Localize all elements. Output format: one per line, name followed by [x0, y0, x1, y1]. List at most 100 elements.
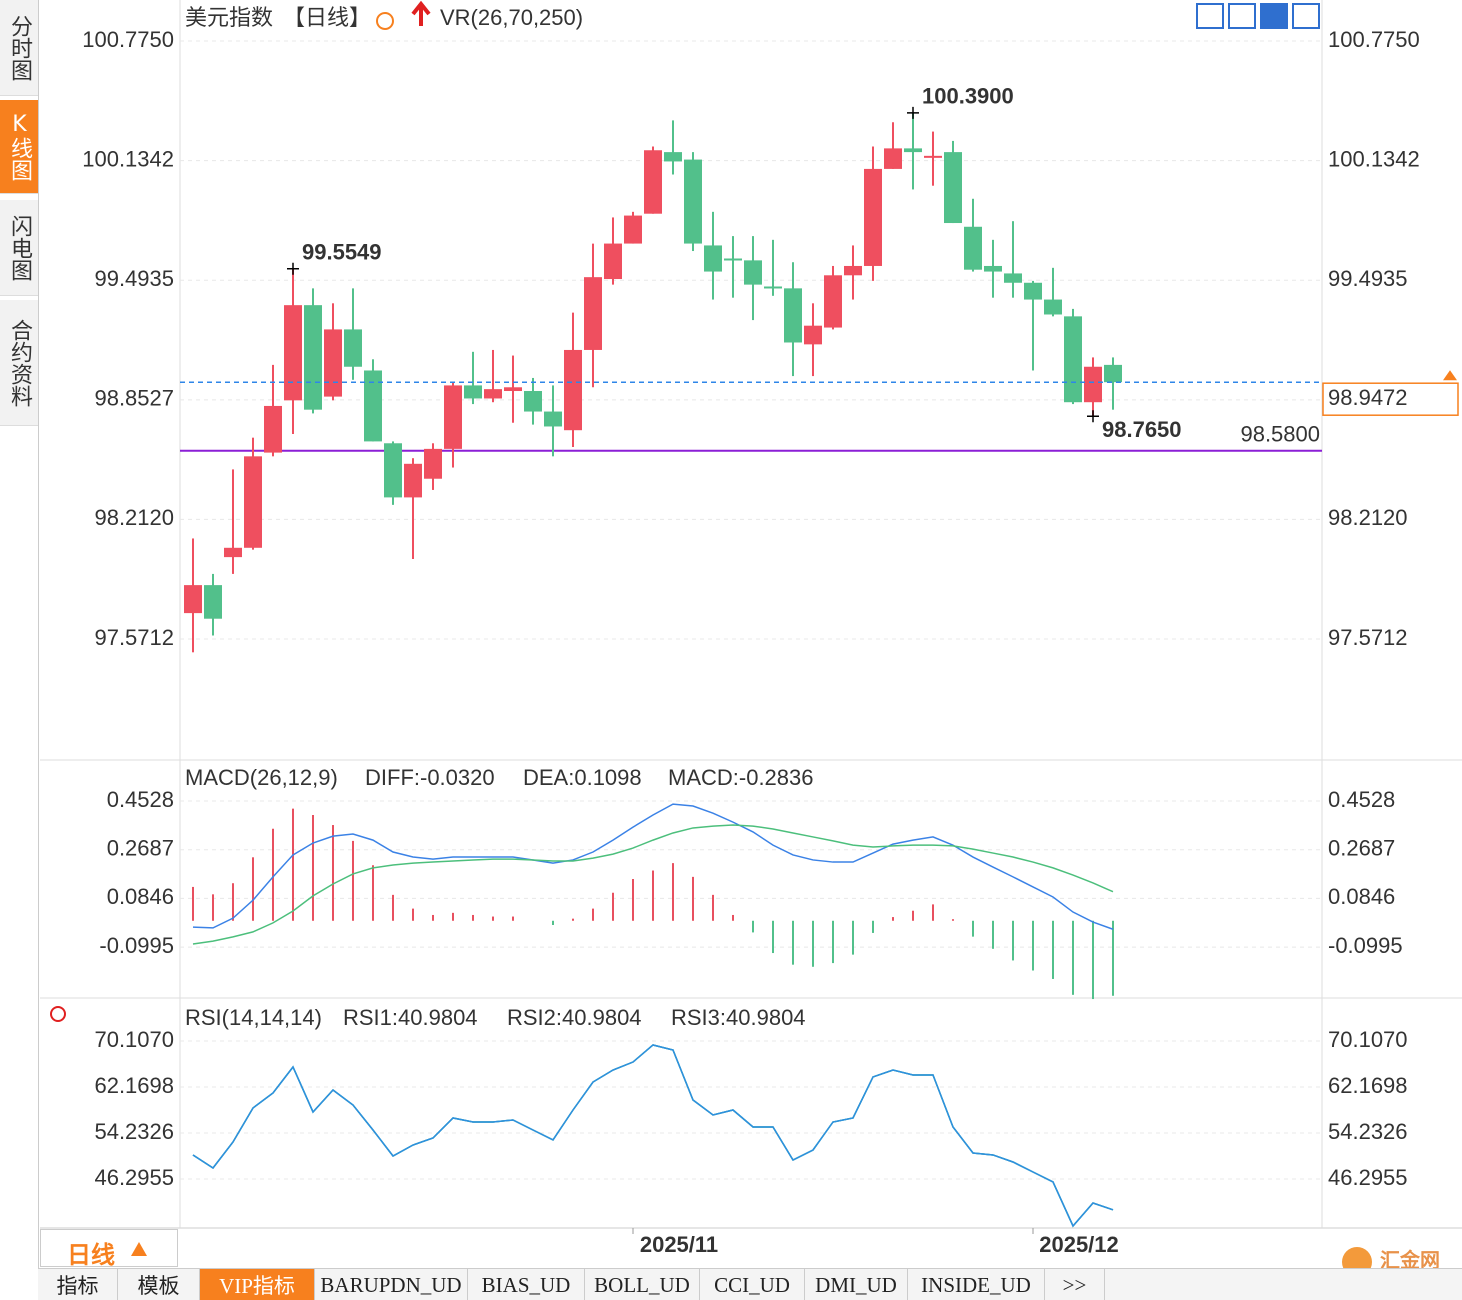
y-tick-label: 100.7750: [82, 27, 174, 52]
candle-body: [1064, 316, 1082, 403]
y-tick-label: 0.4528: [1328, 787, 1395, 812]
tab[interactable]: BIAS_UD: [468, 1269, 585, 1300]
candle-body: [204, 585, 222, 619]
legend-entry: DIFF:-0.0320: [365, 765, 495, 790]
candle-body: [424, 448, 442, 479]
extreme-marker: [1087, 410, 1099, 423]
indicator-label: VR(26,70,250): [440, 5, 583, 30]
x-tick-label: 2025/12: [1039, 1232, 1119, 1257]
tab[interactable]: 指标: [38, 1269, 118, 1300]
y-tick-label: 46.2955: [94, 1165, 174, 1190]
y-tick-label: -0.0995: [1328, 933, 1403, 958]
tab[interactable]: VIP指标: [200, 1269, 315, 1300]
y-tick-label: 97.5712: [94, 625, 174, 650]
y-tick-label: 97.5712: [1328, 625, 1408, 650]
candle-body: [624, 215, 642, 244]
candle-body: [404, 463, 422, 498]
candle-body: [924, 155, 942, 158]
tab[interactable]: CCI_UD: [700, 1269, 805, 1300]
side-tab[interactable]: 分时图: [0, 0, 38, 96]
candle-body: [244, 456, 262, 548]
y-tick-label: 98.8527: [94, 386, 174, 411]
series-line: [192, 803, 1114, 930]
candle-body: [944, 152, 962, 224]
tab[interactable]: INSIDE_UD: [908, 1269, 1045, 1300]
settings-icon[interactable]: [50, 1006, 66, 1022]
tab-bar: 指标 模板 VIP指标 BARUPDN_UD BIAS_UD BOLL_UD CCI_UD D…: [38, 1268, 1462, 1300]
candle-body: [304, 305, 322, 410]
y-tick-label: 54.2326: [94, 1119, 174, 1144]
candle-body: [184, 585, 202, 614]
legend-entry: RSI3:40.9804: [671, 1005, 806, 1030]
last-price-box: [1322, 382, 1459, 416]
y-tick-label: 98.2120: [1328, 505, 1408, 530]
y-tick-label: 99.4935: [1328, 266, 1408, 291]
y-tick-label: 0.0846: [107, 884, 174, 909]
y-tick-label: 98.2120: [94, 505, 174, 530]
period-button[interactable]: 日线: [40, 1229, 178, 1269]
side-tab[interactable]: 闪电图: [0, 200, 38, 296]
tab[interactable]: BOLL_UD: [585, 1269, 700, 1300]
side-tab[interactable]: K线图: [0, 100, 38, 194]
tool-icon[interactable]: [1260, 3, 1288, 29]
support-label: 98.5800: [1240, 422, 1320, 447]
tab[interactable]: DMI_UD: [805, 1269, 908, 1300]
tab[interactable]: >>: [1045, 1269, 1105, 1300]
series-line: [192, 1044, 1114, 1228]
candle-body: [664, 152, 682, 162]
y-tick-label: 46.2955: [1328, 1165, 1408, 1190]
candle-body: [724, 258, 742, 261]
tool-icon[interactable]: [1228, 3, 1256, 29]
series-line: [192, 1044, 1114, 1228]
legend-entry: MACD:-0.2836: [668, 765, 814, 790]
candle-body: [344, 329, 362, 367]
candle-body: [504, 387, 522, 392]
sidebar: 分时图 K线图 闪电图 合约资料: [0, 0, 39, 1300]
candle-body: [784, 288, 802, 343]
candle-body: [744, 260, 762, 285]
side-tab[interactable]: 合约资料: [0, 300, 38, 426]
tab[interactable]: 模板: [118, 1269, 200, 1300]
y-tick-label: 70.1070: [1328, 1027, 1408, 1052]
y-tick-label: 100.1342: [82, 146, 174, 171]
y-tick-label: 100.1342: [1328, 146, 1420, 171]
last-price-label: 98.9472: [1328, 385, 1408, 410]
candle-body: [264, 405, 282, 453]
y-tick-label: 54.2326: [1328, 1119, 1408, 1144]
y-tick-label: 0.4528: [107, 787, 174, 812]
period-label: 【日线】: [283, 5, 371, 30]
candle-body: [904, 148, 922, 153]
candle-body: [224, 547, 242, 558]
extreme-label: 99.5549: [302, 240, 382, 265]
triangle-icon: [131, 1242, 147, 1256]
period-label: 日线: [67, 1241, 115, 1269]
tab[interactable]: BARUPDN_UD: [315, 1269, 468, 1300]
series-line: [192, 1044, 1114, 1228]
candle-body: [804, 325, 822, 345]
y-tick-label: 62.1698: [94, 1073, 174, 1098]
candle-body: [1004, 273, 1022, 283]
candle-body: [564, 349, 582, 431]
panel-title: MACD(26,12,9): [185, 765, 338, 790]
candle-body: [364, 370, 382, 442]
candle-body: [824, 275, 842, 328]
candle-body: [324, 329, 342, 397]
candle-body: [844, 265, 862, 276]
last-price-arrow: [1443, 370, 1457, 381]
legend-entry: DEA:0.1098: [523, 765, 642, 790]
legend-entry: RSI2:40.9804: [507, 1005, 642, 1030]
candle-body: [464, 385, 482, 399]
y-tick-label: 0.2687: [1328, 836, 1395, 861]
tool-icon[interactable]: [1292, 3, 1320, 29]
candle-body: [284, 305, 302, 401]
add-icon[interactable]: [376, 12, 394, 30]
x-tick-label: 2025/11: [640, 1232, 718, 1257]
tool-icon[interactable]: [1196, 3, 1224, 29]
candle-body: [524, 391, 542, 412]
candle-body: [604, 243, 622, 280]
candle-body: [704, 245, 722, 272]
toolbar[interactable]: [1196, 3, 1320, 29]
y-tick-label: -0.0995: [99, 933, 174, 958]
